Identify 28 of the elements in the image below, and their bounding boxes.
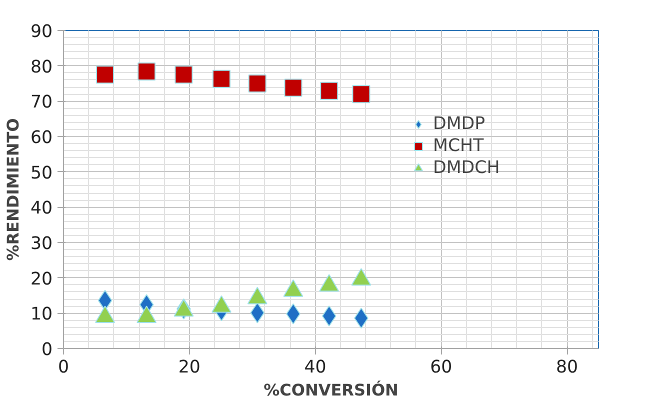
x-axis-title: %CONVERSIÓN <box>264 380 398 400</box>
x-tick-label: 40 <box>304 358 326 378</box>
x-tick-label: 80 <box>556 358 578 378</box>
point <box>352 85 370 104</box>
legend-label: DMDCH <box>433 158 500 178</box>
y-tick-label: 50 <box>30 163 53 184</box>
y-tick-label: 70 <box>30 92 53 113</box>
y-tick-label: 60 <box>30 128 53 148</box>
y-tick-label: 0 <box>41 340 53 360</box>
point <box>284 78 302 97</box>
x-tick-label: 0 <box>58 358 70 378</box>
legend-label: MCHT <box>433 136 484 156</box>
y-tick-label: 80 <box>30 57 53 78</box>
point <box>138 62 156 80</box>
legend-label: DMDP <box>433 114 486 134</box>
x-tick-label: 60 <box>430 358 452 378</box>
y-tick-label: 90 <box>30 22 53 42</box>
x-tick-label: 20 <box>178 358 200 378</box>
y-tick-label: 30 <box>30 234 53 254</box>
point <box>174 66 193 84</box>
point <box>320 82 338 100</box>
point <box>248 74 266 92</box>
point <box>212 70 230 88</box>
y-axis-title: %RENDIMIENTO <box>3 118 22 261</box>
y-tick-label: 40 <box>30 198 53 219</box>
y-tick-label: 20 <box>30 269 53 290</box>
y-tick-label: 10 <box>30 304 53 325</box>
point <box>96 66 114 84</box>
